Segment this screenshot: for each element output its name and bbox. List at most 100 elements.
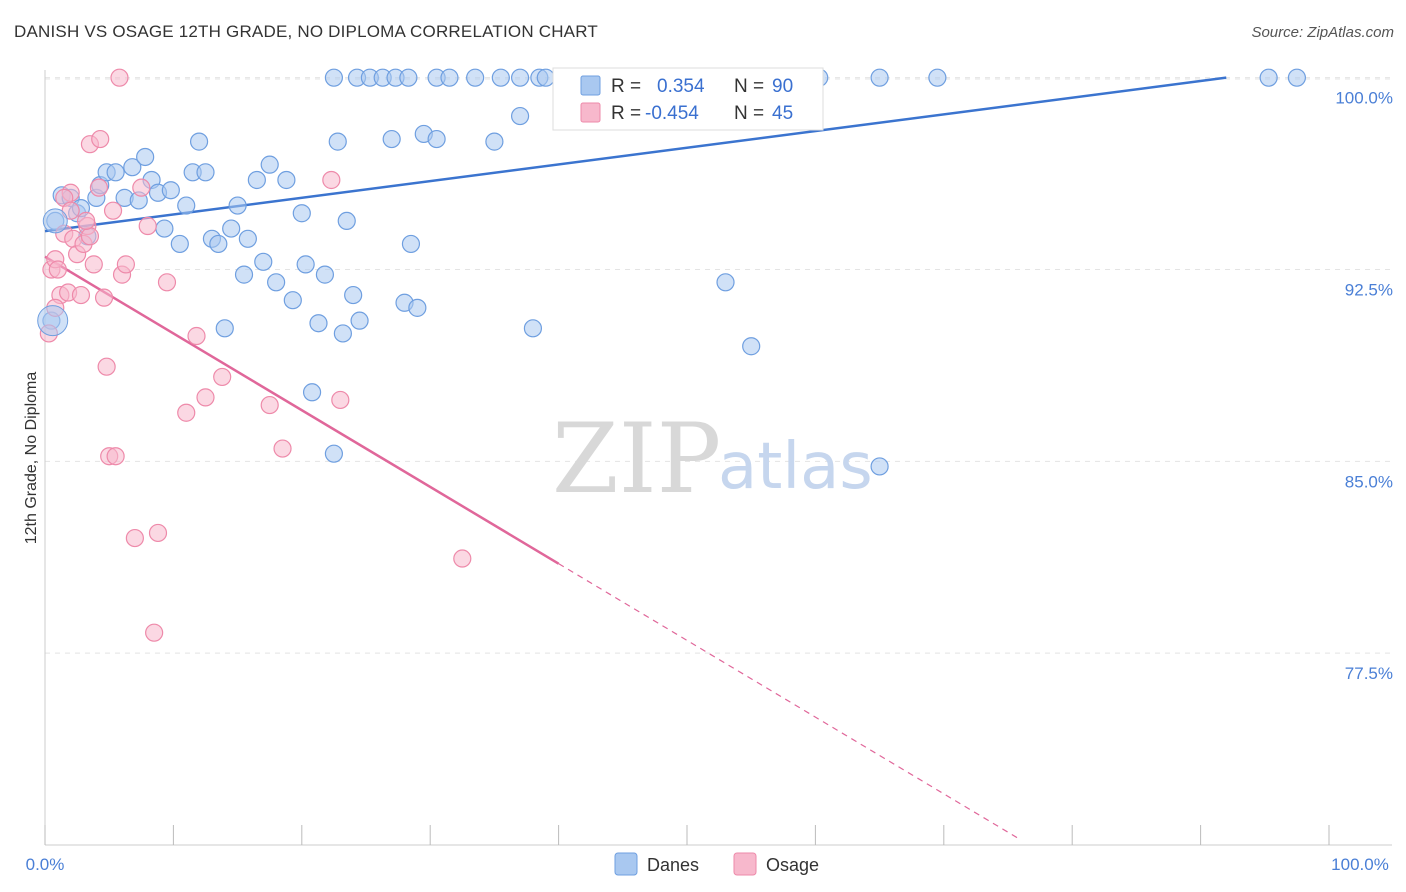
legend-osage-swatch (733, 852, 757, 876)
danes-point (466, 68, 485, 87)
osage-point (453, 549, 472, 568)
danes-r-value: 0.354 (657, 76, 705, 97)
danes-point (247, 170, 266, 190)
danes-point (309, 314, 328, 333)
osage-n-value: 45 (772, 103, 793, 124)
x-tick-label-max: 100.0% (1331, 855, 1389, 874)
danes-n-value: 90 (772, 76, 793, 97)
danes-point (382, 129, 401, 149)
danes-point (491, 68, 510, 87)
y-tick-label: 92.5% (1345, 281, 1393, 300)
danes-point-large (37, 305, 69, 337)
danes-r-label: R = (611, 76, 641, 97)
danes-point (222, 219, 241, 238)
osage-point (260, 395, 279, 415)
danes-point-large (42, 208, 68, 234)
osage-trend-extension (558, 563, 1022, 841)
y-tick-label: 100.0% (1335, 89, 1393, 108)
danes-n-label: N = (734, 76, 764, 97)
danes-point (510, 106, 530, 126)
danes-point (260, 155, 279, 174)
osage-point (138, 216, 157, 236)
osage-point (84, 255, 103, 274)
danes-point (324, 444, 343, 463)
danes-point (215, 319, 234, 338)
osage-point (157, 273, 177, 292)
bottom-legend: Danes Osage (614, 852, 819, 876)
danes-point (350, 311, 369, 330)
watermark-zip: ZIP (552, 403, 721, 515)
x-tick-label-min: 0.0% (26, 855, 65, 874)
watermark: ZIP atlas (552, 403, 873, 515)
danes-point (337, 211, 356, 231)
danes-point (155, 219, 174, 238)
osage-point (132, 178, 151, 197)
legend-danes-swatch (614, 852, 638, 876)
osage-point (116, 255, 135, 274)
chart-title: DANISH VS OSAGE 12TH GRADE, NO DIPLOMA C… (14, 22, 598, 41)
danes-point (427, 129, 446, 149)
danes-point (170, 234, 189, 254)
osage-point (91, 129, 110, 149)
osage-point (273, 439, 292, 458)
danes-point (536, 68, 555, 87)
osage-point (187, 326, 206, 346)
danes-point (523, 319, 543, 338)
osage-point (148, 523, 168, 543)
danes-point (510, 68, 530, 87)
osage-r-label: R = (611, 103, 641, 124)
danes-swatch (580, 75, 601, 96)
danes-point (485, 132, 504, 151)
osage-trend-line (44, 255, 560, 565)
gridlines (45, 77, 1392, 654)
source-label: Source: ZipAtlas.com (1251, 24, 1394, 41)
danes-point (399, 68, 418, 87)
osage-point (213, 367, 232, 387)
axes (44, 70, 1392, 846)
osage-r-value: -0.454 (645, 103, 699, 124)
danes-point (283, 291, 302, 310)
osage-point (196, 388, 215, 407)
osage-point (80, 227, 100, 246)
stats-legend: R = 0.354 N = 90 R = -0.454 N = 45 (552, 67, 824, 131)
danes-point (440, 68, 459, 87)
osage-point (106, 447, 125, 466)
danes-point (196, 163, 215, 182)
danes-point (344, 285, 363, 305)
danes-point (870, 457, 889, 476)
legend-osage-label: Osage (766, 855, 819, 875)
osage-point (177, 403, 196, 422)
danes-point (333, 324, 352, 343)
osage-point (76, 211, 96, 231)
osage-point (331, 390, 350, 410)
osage-point (48, 260, 67, 279)
danes-point (716, 273, 735, 292)
danes-point (267, 273, 286, 292)
danes-point (928, 68, 947, 87)
danes-point (401, 234, 421, 254)
danes-point (742, 337, 761, 356)
osage-point (94, 288, 114, 307)
osage-point (322, 170, 341, 190)
danes-point (161, 181, 180, 200)
danes-point (324, 68, 343, 87)
osage-point (103, 201, 123, 220)
osage-point (97, 357, 116, 376)
y-tick-label: 77.5% (1345, 664, 1393, 683)
danes-point (292, 204, 311, 223)
danes-point (238, 229, 257, 248)
danes-point (136, 147, 155, 167)
danes-point (189, 132, 209, 151)
osage-point (89, 178, 109, 197)
tick-labels: 77.5% 85.0% 92.5% 100.0% 0.0% 100.0% (26, 89, 1393, 874)
danes-point (296, 255, 315, 274)
danes-point (209, 234, 228, 254)
danes-point (106, 163, 125, 182)
danes-point (177, 196, 196, 215)
danes-point (408, 298, 427, 317)
danes-point (277, 170, 296, 190)
data-points (37, 68, 1307, 642)
y-tick-label: 85.0% (1345, 472, 1393, 491)
danes-point (254, 252, 273, 271)
